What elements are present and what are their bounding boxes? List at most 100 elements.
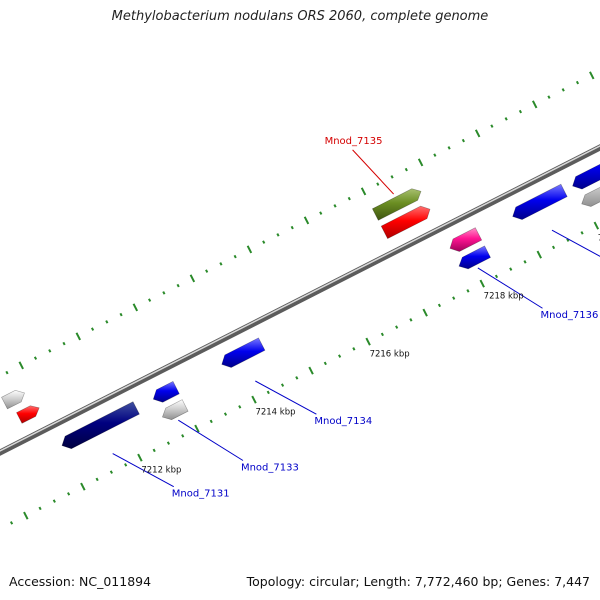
forward-ruler-tick	[518, 109, 523, 114]
reverse-gene-box	[458, 245, 491, 270]
forward-ruler-tick	[219, 262, 223, 266]
reverse-ruler-tick	[166, 441, 171, 445]
genome-summary: Topology: circular; Length: 7,772,460 bp…	[246, 574, 590, 589]
forward-ruler-tick	[589, 71, 595, 80]
reverse-ruler-tick	[280, 383, 285, 387]
reverse-ruler-tick	[194, 424, 200, 433]
reverse-ruler-tick	[23, 511, 29, 520]
axis-tick-label: 7214 kbp	[255, 407, 295, 417]
forward-ruler-tick	[176, 283, 180, 288]
forward-ruler-tick	[105, 320, 109, 324]
forward-ruler-tick	[90, 327, 95, 331]
forward-ruler-tick	[262, 240, 266, 244]
forward-ruler-tick	[246, 245, 253, 254]
reverse-ruler-tick	[67, 492, 71, 496]
forward-gene-label: Mnod_7135	[325, 136, 383, 147]
forward-ruler-tick	[333, 204, 337, 208]
reverse-gene-leader	[112, 453, 174, 488]
reverse-ruler-tick	[409, 318, 413, 322]
reverse-gene-leader	[477, 267, 543, 309]
forward-gene-leader	[352, 149, 394, 195]
reverse-ruler-tick	[566, 238, 570, 242]
forward-ruler-tick	[189, 274, 196, 283]
reverse-ruler-tick	[181, 434, 185, 438]
reverse-ruler-tick	[109, 470, 113, 474]
forward-ruler-tick	[347, 196, 351, 201]
forward-ruler-tick	[474, 129, 481, 138]
reverse-ruler-tick	[223, 412, 228, 416]
reverse-ruler-tick	[536, 250, 542, 259]
reverse-ruler-tick	[466, 289, 470, 293]
reverse-gene-mnod-7137	[512, 183, 568, 220]
reverse-ruler-tick	[479, 279, 485, 288]
map-title: Methylobacterium nodulans ORS 2060, comp…	[111, 9, 489, 24]
reverse-ruler-tick	[580, 231, 584, 235]
reverse-ruler-tick	[295, 376, 299, 380]
reverse-ruler-tick	[209, 419, 213, 424]
unlabeled-gene-arrow	[16, 405, 40, 424]
reverse-ruler-tick	[437, 303, 442, 308]
reverse-gene-leader	[551, 229, 600, 257]
forward-ruler-tick	[404, 167, 408, 172]
reverse-ruler-tick	[95, 477, 99, 482]
forward-ruler-tick	[276, 233, 280, 237]
forward-ruler-tick	[290, 225, 294, 230]
reverse-ruler-tick	[380, 332, 384, 337]
unlabeled-gene-box	[1, 389, 25, 410]
reverse-ruler-tick	[494, 274, 499, 279]
forward-ruler-tick	[561, 88, 565, 92]
reverse-gene-mnod-7136	[449, 227, 483, 252]
reverse-ruler-tick	[238, 405, 242, 409]
reverse-ruler-tick	[266, 390, 270, 395]
reverse-ruler-tick	[452, 296, 456, 300]
genome-backbone-highlight	[0, 145, 600, 452]
forward-ruler-tick	[532, 100, 538, 109]
reverse-ruler-tick	[509, 267, 513, 271]
forward-ruler-tick	[148, 298, 152, 302]
forward-ruler-tick	[75, 332, 81, 341]
reverse-gene-label: Mnod_7136	[541, 310, 599, 321]
accession-text: Accession: NC_011894	[9, 574, 152, 589]
forward-gene-mnod-7135	[380, 205, 431, 240]
forward-ruler-tick	[490, 124, 494, 128]
forward-ruler-tick	[417, 158, 424, 167]
reverse-gene-label: Mnod_7131	[172, 489, 230, 500]
genome-backbone	[0, 144, 600, 456]
axis-tick-label: 7212 kbp	[141, 465, 181, 475]
reverse-gene-leader	[178, 419, 244, 461]
reverse-ruler-tick	[80, 482, 86, 491]
forward-ruler-tick	[575, 80, 580, 85]
reverse-ruler-tick	[52, 499, 56, 503]
forward-ruler-tick	[447, 146, 451, 150]
reverse-ruler-tick	[365, 337, 371, 346]
forward-ruler-tick	[547, 95, 551, 99]
forward-ruler-tick	[433, 153, 437, 157]
forward-ruler-tick	[504, 117, 508, 121]
forward-ruler-tick	[132, 303, 139, 312]
forward-ruler-tick	[5, 370, 9, 375]
forward-ruler-tick	[33, 356, 38, 360]
reverse-gene-box	[162, 399, 189, 421]
reverse-ruler-tick	[323, 361, 327, 366]
axis-tick-label: 7220 kbp	[598, 233, 600, 243]
reverse-ruler-tick	[308, 366, 314, 375]
reverse-ruler-tick	[9, 521, 14, 525]
reverse-ruler-tick	[124, 463, 128, 467]
forward-ruler-tick	[303, 216, 310, 225]
reverse-gene-mnod-7131	[61, 401, 140, 450]
forward-ruler-tick	[162, 291, 166, 295]
reverse-ruler-tick	[38, 506, 42, 511]
reverse-ruler-tick	[523, 260, 527, 264]
forward-gene-box	[371, 188, 422, 221]
reverse-gene-mnod-7134	[221, 337, 266, 368]
reverse-ruler-tick	[395, 325, 399, 329]
reverse-ruler-tick	[251, 395, 257, 404]
reverse-gene-label: Mnod_7133	[241, 462, 299, 473]
reverse-ruler-tick	[593, 221, 600, 230]
reverse-ruler-tick	[338, 354, 342, 358]
forward-ruler-tick	[119, 312, 123, 317]
reverse-gene-mnod-7133	[152, 380, 180, 403]
reverse-ruler-tick	[152, 448, 156, 453]
forward-ruler-tick	[62, 341, 66, 346]
